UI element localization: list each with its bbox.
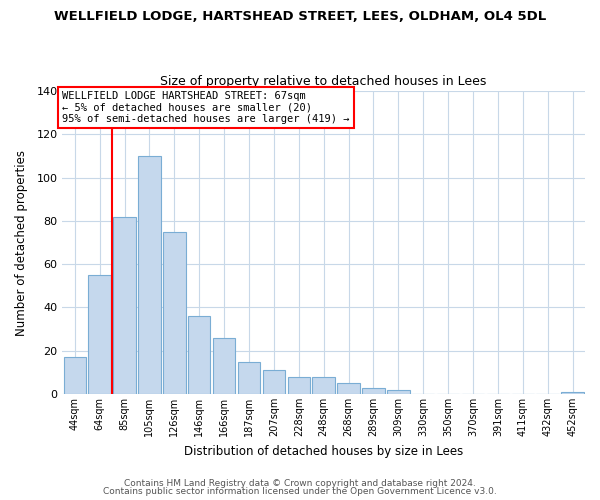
Y-axis label: Number of detached properties: Number of detached properties bbox=[15, 150, 28, 336]
Bar bbox=[88, 275, 111, 394]
Bar bbox=[387, 390, 410, 394]
Text: Contains HM Land Registry data © Crown copyright and database right 2024.: Contains HM Land Registry data © Crown c… bbox=[124, 478, 476, 488]
Bar bbox=[213, 338, 235, 394]
Bar bbox=[113, 216, 136, 394]
Bar bbox=[138, 156, 161, 394]
Bar bbox=[188, 316, 211, 394]
Bar bbox=[64, 357, 86, 394]
Bar bbox=[163, 232, 185, 394]
Bar bbox=[263, 370, 285, 394]
Bar bbox=[287, 376, 310, 394]
Bar bbox=[562, 392, 584, 394]
Bar bbox=[362, 388, 385, 394]
Bar bbox=[238, 362, 260, 394]
Text: WELLFIELD LODGE HARTSHEAD STREET: 67sqm
← 5% of detached houses are smaller (20): WELLFIELD LODGE HARTSHEAD STREET: 67sqm … bbox=[62, 91, 350, 124]
Bar bbox=[337, 383, 360, 394]
Text: WELLFIELD LODGE, HARTSHEAD STREET, LEES, OLDHAM, OL4 5DL: WELLFIELD LODGE, HARTSHEAD STREET, LEES,… bbox=[54, 10, 546, 23]
X-axis label: Distribution of detached houses by size in Lees: Distribution of detached houses by size … bbox=[184, 444, 463, 458]
Title: Size of property relative to detached houses in Lees: Size of property relative to detached ho… bbox=[160, 76, 487, 88]
Text: Contains public sector information licensed under the Open Government Licence v3: Contains public sector information licen… bbox=[103, 487, 497, 496]
Bar bbox=[313, 376, 335, 394]
